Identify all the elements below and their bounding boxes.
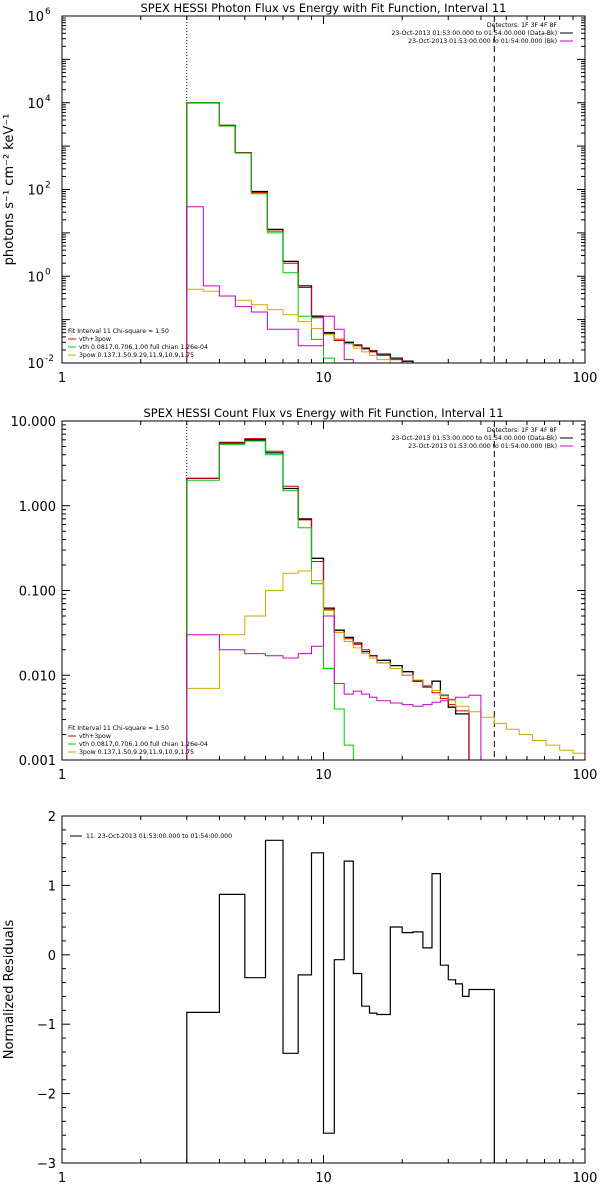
legend-entry-text: 23-Oct-2013 01:53:00.000 to 01:54:00.000…: [408, 443, 557, 450]
x-ticks: 1 10 100: [58, 816, 598, 1186]
x-tick-label: 100: [573, 1171, 598, 1186]
legend-entry-text: 3pow 0.137,1.50,9.29,11.9,10.9,1.75: [79, 352, 194, 359]
y-axis-label: Normalized Residuals: [2, 920, 17, 1060]
x-tick-label: 100: [573, 371, 598, 386]
legend-entry-text: 23-Oct-2013 01:53:00.000 to 01:54:00.000…: [391, 30, 557, 37]
series-group: [186, 102, 414, 363]
y-tick-exponent: -2: [45, 354, 54, 364]
y-tick-label: 1: [48, 879, 56, 894]
y-tick-label: 10: [27, 184, 44, 199]
y-tick-label: 0.100: [19, 585, 56, 600]
series-line-0: [186, 102, 414, 363]
x-ticks: 1 10 100: [58, 16, 598, 386]
residuals-panel: Normalized Residuals 1 10 100 −3 −2 −1 0 1 2 11. 2…: [2, 810, 597, 1186]
x-tick-label: 10: [315, 371, 332, 386]
y-ticks: 0.001 0.010 0.100 1.000 10.000: [11, 415, 585, 769]
series-line-0: [186, 439, 470, 760]
series-line-2: [186, 102, 335, 363]
y-tick-label: −1: [37, 1018, 56, 1033]
series-line-2: [186, 440, 354, 760]
count-flux-panel: SPEX HESSI Count Flux vs Energy with Fit…: [11, 406, 598, 783]
series-line-1: [186, 438, 470, 760]
y-tick-label: 2: [48, 810, 56, 825]
series-line-4: [186, 206, 363, 363]
series-group: [186, 839, 495, 1163]
legend-entry-text: vth 0.0817,0.706,1.00 full chian 1.26e-0…: [79, 741, 208, 748]
photon-flux-panel: SPEX HESSI Photon Flux vs Energy with Fi…: [2, 1, 598, 386]
legend-entry-text: Fit Interval 11 Chi-square = 1.50: [68, 328, 169, 335]
legend-entry-text: 3pow 0.137,1.50,9.29,11.9,10.9,1.75: [79, 749, 194, 756]
legend-entry-text: Detectors: 1F 3F 4F 8F: [487, 427, 558, 434]
y-tick-label: 10: [27, 357, 44, 372]
x-tick-label: 100: [573, 768, 598, 783]
x-tick-label: 1: [58, 371, 66, 386]
y-tick-label: 10.000: [11, 415, 57, 430]
plot-frame: [61, 815, 586, 1164]
x-tick-label: 10: [315, 768, 332, 783]
legend-entry-text: 23-Oct-2013 01:53:00.000 to 01:54:00.000…: [391, 435, 557, 442]
legend-entry-text: Detectors: 1F 3F 4F 8F: [487, 22, 558, 29]
y-tick-label: −2: [37, 1088, 56, 1103]
series-line-1: [186, 102, 414, 363]
chart-title: SPEX HESSI Photon Flux vs Energy with Fi…: [140, 1, 506, 15]
legend-entry-text: Fit Interval 11 Chi-square = 1.50: [68, 725, 169, 732]
y-tick-label: 0: [48, 949, 56, 964]
series-line-4: [186, 615, 482, 760]
legend-entry-text: 11. 23-Oct-2013 01:53:00.000 to 01:54:00…: [86, 833, 232, 840]
y-tick-exponent: 0: [45, 267, 51, 277]
x-tick-label: 1: [58, 1171, 66, 1186]
series-line-0: [186, 839, 495, 1163]
y-tick-label: 10: [27, 97, 44, 112]
legend-entry-text: vth+3pow: [79, 336, 111, 343]
y-ticks: −3 −2 −1 0 1 2: [37, 810, 585, 1172]
series-group: [186, 438, 585, 760]
y-tick-exponent: 2: [45, 181, 51, 191]
plot-frame: [61, 15, 586, 364]
series-line-3: [186, 570, 585, 760]
legend-entry-text: vth 0.0817,0.706,1.00 full chian 1.26e-0…: [79, 344, 208, 351]
y-tick-exponent: 4: [45, 94, 51, 104]
chart-title: SPEX HESSI Count Flux vs Energy with Fit…: [143, 406, 503, 420]
y-tick-label: −3: [37, 1157, 56, 1172]
y-tick-label: 10: [27, 10, 44, 25]
y-axis-label: photons s⁻¹ cm⁻² keV⁻¹: [2, 114, 17, 266]
y-tick-label: 0.001: [19, 754, 56, 769]
plot-frame: [61, 420, 586, 761]
y-tick-exponent: 6: [45, 7, 51, 17]
y-tick-label: 1.000: [19, 500, 56, 515]
y-tick-label: 10: [27, 270, 44, 285]
legend-entry-text: vth+3pow: [79, 733, 111, 740]
x-tick-label: 10: [315, 1171, 332, 1186]
x-tick-label: 1: [58, 768, 66, 783]
legend-entry-text: 23-Oct-2013 01:53:00.000 to 01:54:00.000…: [408, 38, 557, 45]
y-tick-label: 0.010: [19, 669, 56, 684]
series-line-3: [186, 288, 391, 363]
